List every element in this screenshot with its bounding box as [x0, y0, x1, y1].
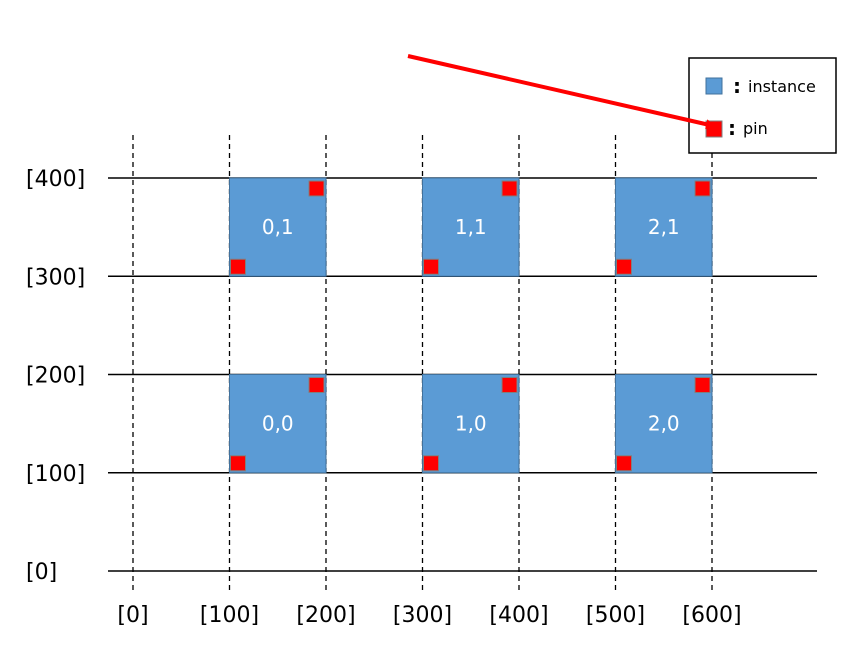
x-tick-label: [0] [117, 603, 148, 628]
legend-instance-colon: : [733, 74, 741, 98]
legend-instance-label: instance [748, 77, 816, 96]
pin-top-right [308, 180, 325, 197]
x-tick-label: [200] [296, 603, 355, 628]
y-tick-label: [400] [26, 167, 85, 192]
pin-top-right [501, 180, 518, 197]
pin-bottom-left [230, 455, 246, 472]
y-tick-label: [300] [26, 265, 85, 290]
legend-pin-colon: : [728, 116, 736, 140]
legend: : instance : pin [688, 57, 837, 154]
x-tick-label: [500] [586, 603, 645, 628]
axis-labels: [0] [100] [200] [300] [400] [0] [100] [200] [300… [26, 167, 742, 628]
instance-label: 1,0 [455, 412, 487, 436]
pin-bottom-left [230, 258, 246, 275]
instance-label: 2,0 [648, 412, 680, 436]
y-tick-label: [0] [26, 560, 57, 585]
pin-bottom-left [616, 455, 632, 472]
pin-top-right [694, 180, 711, 197]
y-tick-label: [100] [26, 462, 85, 487]
instance-label: 0,0 [262, 412, 294, 436]
instance-label: 0,1 [262, 215, 294, 239]
pin-bottom-left [616, 258, 632, 275]
x-tick-label: [400] [489, 603, 548, 628]
instance-label: 1,1 [455, 215, 487, 239]
y-tick-label: [200] [26, 364, 85, 389]
instances: 0,1 1,1 2,1 0,0 1,0 2,0 [229, 177, 713, 474]
pin-bottom-left [423, 258, 439, 275]
pin-top-right [501, 377, 518, 393]
x-tick-label: [300] [393, 603, 452, 628]
instance-label: 2,1 [648, 215, 680, 239]
legend-instance-swatch [705, 77, 723, 95]
arrow [407, 54, 716, 130]
x-tick-label: [600] [682, 603, 741, 628]
pin-top-right [308, 377, 325, 393]
legend-pin-label: pin [743, 119, 768, 138]
pin-top-right [694, 377, 711, 393]
legend-box [688, 57, 837, 154]
pin-bottom-left [423, 455, 439, 472]
x-tick-label: [100] [200, 603, 259, 628]
